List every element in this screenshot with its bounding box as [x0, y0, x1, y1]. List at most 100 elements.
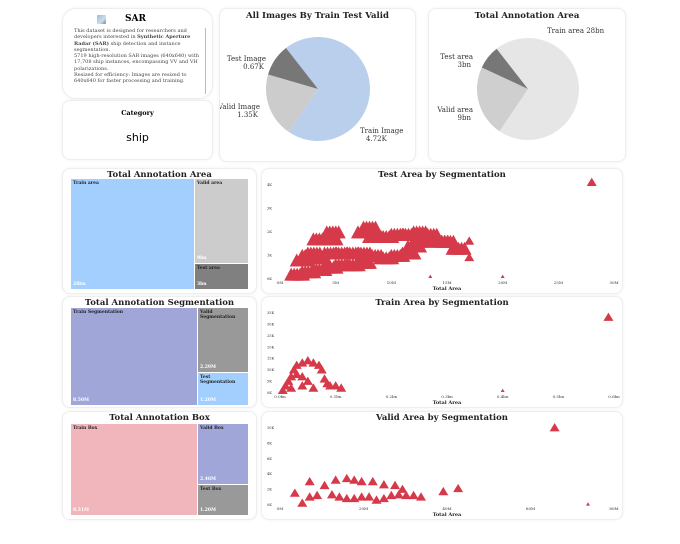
slice-label: Train Image: [360, 127, 403, 135]
scatter-point[interactable]: [356, 492, 367, 501]
x-tick-label: 20M: [498, 280, 507, 285]
scatter-point[interactable]: [308, 383, 319, 392]
treemap-tile[interactable]: Train Box 8.51M: [71, 424, 197, 515]
scatter-point[interactable]: [308, 358, 319, 367]
scatter-point[interactable]: [356, 476, 367, 486]
pie-slice[interactable]: [285, 37, 370, 141]
chart-title: Valid Area by Segmentation: [376, 413, 508, 423]
treemap-tile[interactable]: Test Box 1.20M: [198, 485, 248, 515]
scatter-point[interactable]: [586, 177, 597, 186]
y-tick-label: 0K: [267, 391, 272, 395]
dataset-description[interactable]: This dataset is designed for researchers…: [74, 28, 206, 94]
x-axis-label: Total Area: [433, 286, 462, 292]
treemap-tile[interactable]: Test Segmentation 1.20M: [198, 373, 248, 405]
pie-slice[interactable]: [496, 38, 579, 140]
tile-label: Valid Box: [200, 426, 224, 431]
scatter-point[interactable]: [329, 232, 344, 246]
scatter-point[interactable]: [464, 252, 475, 262]
scatter-point[interactable]: [297, 381, 308, 390]
x-axis-label: Total Area: [433, 512, 462, 518]
scatter-point[interactable]: [286, 372, 297, 381]
x-tick-label: 0M: [277, 280, 284, 285]
pie-slice[interactable]: [268, 48, 318, 89]
scatter-point[interactable]: [302, 376, 313, 385]
scatter-point[interactable]: [330, 475, 341, 484]
scatter-point[interactable]: [438, 486, 449, 496]
scatter-point[interactable]: [367, 476, 378, 486]
scatter-point[interactable]: [408, 490, 419, 500]
area-pie-card: Total Annotation Area Train area 28bn Vali…: [428, 8, 626, 162]
scatter-point[interactable]: [362, 255, 377, 269]
treemap-tile[interactable]: Valid Box 2.48M: [198, 424, 248, 485]
scatter-point[interactable]: [297, 498, 308, 507]
scatter-point[interactable]: [331, 225, 346, 239]
scatter-point[interactable]: [341, 473, 352, 483]
scatter-point[interactable]: [334, 492, 345, 501]
y-tick-label: 10K: [267, 368, 274, 372]
scatter-point[interactable]: [286, 383, 297, 392]
treemap-tile[interactable]: Valid Segmentation 2.29M: [198, 308, 248, 373]
scatter-point[interactable]: [304, 476, 315, 486]
pie-slice[interactable]: [477, 67, 528, 132]
scatter-point[interactable]: [280, 381, 291, 390]
scatter-point[interactable]: [500, 388, 505, 393]
scatter-point[interactable]: [464, 236, 475, 245]
scatter-point[interactable]: [297, 358, 308, 367]
slice-value: 0.67K: [243, 63, 265, 71]
treemap-tile[interactable]: Valid area 9bn: [195, 179, 248, 263]
scatter-point[interactable]: [330, 381, 341, 390]
scatter-point[interactable]: [603, 312, 614, 321]
scatter-point[interactable]: [341, 493, 352, 503]
tile-value: 8.51M: [73, 508, 89, 513]
y-tick-label: 8K: [267, 441, 272, 445]
scatter-point[interactable]: [416, 492, 427, 501]
scatter-point[interactable]: [457, 241, 472, 255]
y-tick-label: 2K: [267, 230, 272, 234]
scatter-point[interactable]: [304, 492, 315, 501]
scatter-point[interactable]: [297, 372, 308, 381]
y-tick-label: 2K: [267, 488, 272, 492]
scatter-point[interactable]: [390, 480, 401, 490]
tile-label: Test Segmentation: [200, 375, 236, 386]
scatter-point[interactable]: [393, 489, 404, 499]
treemap-tile[interactable]: Train area 28bn: [71, 179, 194, 289]
x-tick-label: 0.1bn: [330, 394, 342, 399]
scatter-point[interactable]: [349, 493, 360, 503]
scatter-point[interactable]: [312, 490, 323, 500]
scatter-point[interactable]: [386, 490, 397, 500]
dataset-info-card: SAR This dataset is designed for researc…: [62, 8, 213, 99]
scatter-point[interactable]: [336, 383, 347, 392]
scatter-point[interactable]: [453, 483, 464, 493]
scatter-point[interactable]: [378, 493, 389, 503]
tile-label: Train Box: [73, 426, 98, 431]
test-scatter-card: Test Area by Segmentation 0K 1K 2K 3K 4K 0M 5M 1…: [261, 168, 623, 294]
treemap-tile[interactable]: Train Segmentation 8.50M: [71, 308, 197, 405]
scatter-point[interactable]: [401, 490, 412, 500]
scatter-point[interactable]: [364, 492, 375, 501]
pie-slice[interactable]: [266, 74, 318, 133]
tile-label: Test area: [197, 265, 220, 271]
scatter-point[interactable]: [277, 385, 288, 395]
scatter-point[interactable]: [316, 365, 327, 374]
scatter-point[interactable]: [586, 502, 591, 506]
tile-label: Train area: [73, 181, 99, 186]
scatter-point[interactable]: [283, 376, 294, 385]
scatter-point[interactable]: [291, 369, 302, 379]
scatter-point[interactable]: [319, 480, 330, 490]
scatter-point[interactable]: [378, 479, 389, 489]
tile-value: 1.20M: [200, 397, 216, 403]
scatter-point[interactable]: [500, 274, 505, 278]
treemap-tile[interactable]: Test area 3bn: [195, 263, 248, 289]
scatter-point[interactable]: [288, 365, 299, 374]
scatter-point[interactable]: [349, 475, 360, 484]
scatter-point[interactable]: [289, 488, 300, 497]
scatter-point[interactable]: [407, 246, 422, 260]
scatter-point[interactable]: [291, 360, 302, 369]
scatter-point[interactable]: [549, 423, 560, 432]
scatter-point[interactable]: [428, 274, 433, 278]
scatter-point[interactable]: [326, 489, 337, 499]
scatter-point[interactable]: [302, 356, 313, 365]
pie-slice[interactable]: [481, 48, 528, 89]
scatter-point[interactable]: [371, 495, 382, 504]
scatter-point[interactable]: [397, 484, 408, 493]
